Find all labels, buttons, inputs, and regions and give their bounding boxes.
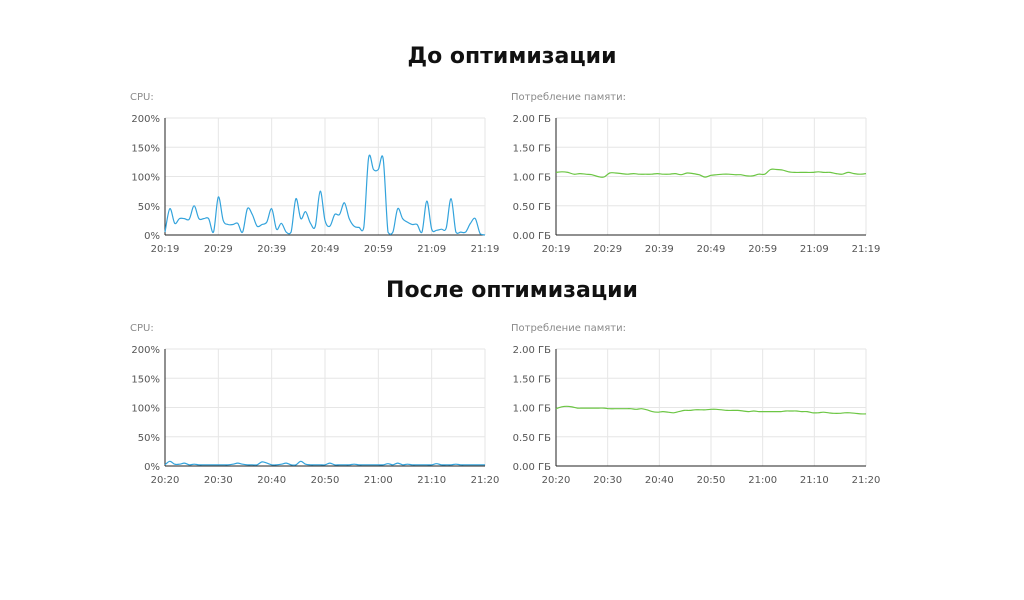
x-tick-label: 21:09 bbox=[800, 244, 829, 255]
x-tick-label: 20:29 bbox=[593, 244, 622, 255]
x-tick-label: 20:39 bbox=[645, 244, 674, 255]
x-tick-label: 20:30 bbox=[593, 475, 622, 486]
x-tick-label: 20:19 bbox=[542, 244, 571, 255]
y-tick-label: 2.00 ГБ bbox=[513, 345, 552, 356]
series-line bbox=[555, 405, 867, 415]
y-tick-label: 2.00 ГБ bbox=[513, 114, 552, 125]
section-title-after: После оптимизации bbox=[386, 278, 638, 303]
x-tick-label: 21:10 bbox=[417, 475, 446, 486]
x-tick-label: 20:40 bbox=[645, 475, 674, 486]
y-tick-label: 150% bbox=[131, 143, 160, 154]
chart-label: CPU: bbox=[130, 323, 154, 334]
x-tick-label: 21:10 bbox=[800, 475, 829, 486]
x-tick-label: 21:19 bbox=[471, 244, 500, 255]
cpu-chart-after: CPU: 0% 50% 100% 150% 200% 20:20 20:30 20:40 20:5… bbox=[130, 323, 499, 486]
y-tick-label: 1.00 ГБ bbox=[513, 173, 552, 184]
x-tick-label: 20:40 bbox=[257, 475, 286, 486]
x-tick-label: 20:39 bbox=[257, 244, 286, 255]
y-tick-label: 1.50 ГБ bbox=[513, 374, 552, 385]
y-tick-label: 0.00 ГБ bbox=[513, 231, 552, 242]
y-tick-label: 1.50 ГБ bbox=[513, 143, 552, 154]
x-tick-label: 21:00 bbox=[748, 475, 777, 486]
y-tick-label: 150% bbox=[131, 374, 160, 385]
series-line bbox=[164, 460, 485, 466]
x-tick-label: 20:49 bbox=[311, 244, 340, 255]
y-tick-label: 0.50 ГБ bbox=[513, 433, 552, 444]
cpu-chart-before: CPU: 0% 50% 100% 150% 200% 20:19 20:29 20:39 20:4… bbox=[130, 92, 499, 255]
x-tick-label: 20:50 bbox=[697, 475, 726, 486]
y-tick-label: 50% bbox=[138, 202, 160, 213]
chart-label: Потребление памяти: bbox=[511, 323, 626, 334]
chart-label: Потребление памяти: bbox=[511, 92, 626, 103]
y-tick-label: 0.00 ГБ bbox=[513, 462, 552, 473]
section-title-before: До оптимизации bbox=[407, 44, 617, 69]
x-tick-label: 20:19 bbox=[151, 244, 180, 255]
memory-chart-after: Потребление памяти: 0.00 ГБ 0.50 ГБ 1.00 ГБ… bbox=[511, 323, 881, 486]
y-tick-label: 0% bbox=[144, 462, 160, 473]
y-tick-label: 100% bbox=[131, 173, 160, 184]
x-tick-label: 20:49 bbox=[697, 244, 726, 255]
series-line bbox=[555, 168, 867, 178]
x-tick-label: 21:09 bbox=[417, 244, 446, 255]
chart-label: CPU: bbox=[130, 92, 154, 103]
y-tick-label: 200% bbox=[131, 114, 160, 125]
y-tick-label: 1.00 ГБ bbox=[513, 404, 552, 415]
x-tick-label: 20:30 bbox=[204, 475, 233, 486]
x-tick-label: 20:59 bbox=[364, 244, 393, 255]
x-tick-label: 20:20 bbox=[542, 475, 571, 486]
y-tick-label: 200% bbox=[131, 345, 160, 356]
memory-chart-before: Потребление памяти: 0.00 ГБ 0.50 ГБ 1.00 ГБ… bbox=[511, 92, 881, 255]
x-tick-label: 20:59 bbox=[748, 244, 777, 255]
y-tick-label: 0.50 ГБ bbox=[513, 202, 552, 213]
y-tick-label: 50% bbox=[138, 433, 160, 444]
x-tick-label: 21:20 bbox=[471, 475, 500, 486]
x-tick-label: 20:29 bbox=[204, 244, 233, 255]
y-tick-label: 100% bbox=[131, 404, 160, 415]
x-tick-label: 20:50 bbox=[311, 475, 340, 486]
x-tick-label: 21:19 bbox=[852, 244, 881, 255]
x-tick-label: 20:20 bbox=[151, 475, 180, 486]
series-line bbox=[164, 154, 486, 236]
x-tick-label: 21:00 bbox=[364, 475, 393, 486]
y-tick-label: 0% bbox=[144, 231, 160, 242]
x-tick-label: 21:20 bbox=[852, 475, 881, 486]
